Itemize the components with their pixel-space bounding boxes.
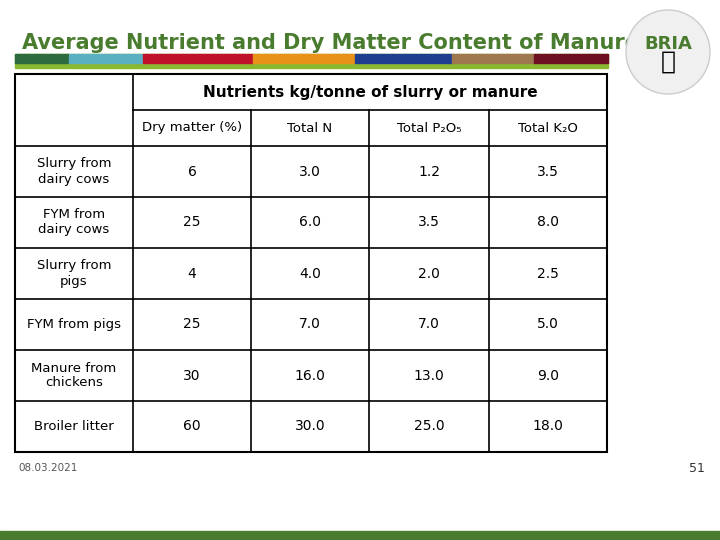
Text: Total N: Total N (287, 122, 333, 134)
Text: 30.0: 30.0 (294, 420, 325, 434)
Text: 30: 30 (184, 368, 201, 382)
Text: 51: 51 (689, 462, 705, 475)
Bar (534, 54, 608, 63)
Text: Nutrients kg/tonne of slurry or manure: Nutrients kg/tonne of slurry or manure (203, 84, 537, 99)
Text: 9.0: 9.0 (537, 368, 559, 382)
Text: Slurry from
dairy cows: Slurry from dairy cows (37, 158, 112, 186)
Text: 25: 25 (184, 215, 201, 230)
Bar (15, 54, 608, 68)
Text: FYM from pigs: FYM from pigs (27, 318, 121, 331)
Text: Dry matter (%): Dry matter (%) (142, 122, 242, 134)
Text: 5.0: 5.0 (537, 318, 559, 332)
Text: 60: 60 (183, 420, 201, 434)
Text: 2.5: 2.5 (537, 267, 559, 280)
Text: 2.0: 2.0 (418, 267, 440, 280)
Text: 13.0: 13.0 (413, 368, 444, 382)
Text: FYM from
dairy cows: FYM from dairy cows (38, 208, 109, 237)
Text: Total P₂O₅: Total P₂O₅ (397, 122, 462, 134)
Text: 7.0: 7.0 (418, 318, 440, 332)
Text: 6: 6 (188, 165, 197, 179)
Text: 18.0: 18.0 (533, 420, 564, 434)
Bar (15, 54, 69, 63)
Text: 4: 4 (188, 267, 197, 280)
Text: 🌿: 🌿 (660, 50, 675, 74)
Text: BRIA: BRIA (644, 35, 692, 53)
Text: 8.0: 8.0 (537, 215, 559, 230)
Bar (356, 54, 452, 63)
Bar (253, 54, 356, 63)
Bar (452, 54, 534, 63)
Circle shape (626, 10, 710, 94)
Text: Average Nutrient and Dry Matter Content of Manures: Average Nutrient and Dry Matter Content … (22, 33, 652, 53)
Text: 4.0: 4.0 (299, 267, 321, 280)
Bar (15, 74, 607, 452)
Bar (143, 54, 253, 63)
Text: 1.2: 1.2 (418, 165, 440, 179)
Text: 3.0: 3.0 (299, 165, 321, 179)
Text: 08.03.2021: 08.03.2021 (18, 463, 77, 473)
Text: 7.0: 7.0 (299, 318, 321, 332)
Text: 6.0: 6.0 (299, 215, 321, 230)
Text: Broiler litter: Broiler litter (34, 420, 114, 433)
Text: Slurry from
pigs: Slurry from pigs (37, 260, 112, 287)
Bar (69, 54, 143, 63)
Text: 3.5: 3.5 (537, 165, 559, 179)
Text: 16.0: 16.0 (294, 368, 325, 382)
Text: 25.0: 25.0 (414, 420, 444, 434)
Bar (0, 531, 720, 540)
Text: 25: 25 (184, 318, 201, 332)
Text: 3.5: 3.5 (418, 215, 440, 230)
Text: Total K₂O: Total K₂O (518, 122, 578, 134)
Text: Manure from
chickens: Manure from chickens (32, 361, 117, 389)
